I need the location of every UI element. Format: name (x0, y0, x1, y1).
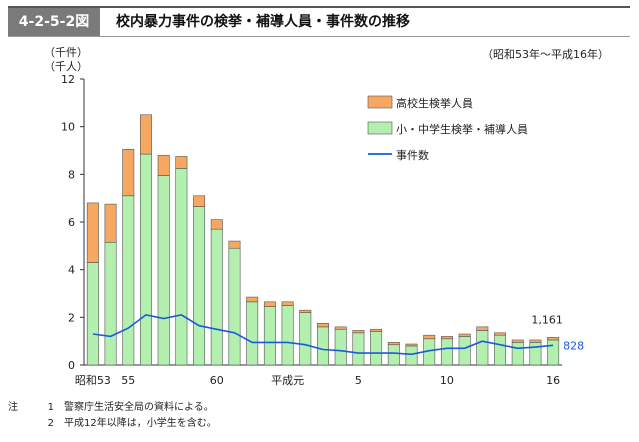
bar-junior-16 (370, 331, 383, 366)
figure-number: 4-2-5-2図 (8, 8, 100, 36)
bar-high-school-14 (334, 326, 347, 330)
bar-high-school-4 (157, 154, 170, 176)
incident-count-line (92, 314, 554, 356)
note-text-2: 平成12年以降は，小学生を含む。 (64, 418, 217, 429)
bar-junior-2 (122, 195, 135, 366)
bar-junior-4 (157, 175, 170, 366)
bar-junior-1 (104, 241, 117, 366)
bar-junior-11 (281, 305, 294, 366)
bar-high-school-15 (352, 330, 365, 334)
bar-high-school-1 (104, 203, 117, 243)
bar-junior-23 (494, 334, 507, 366)
legend-junior-label: 小・中学生検挙・補導人員 (396, 122, 528, 136)
bar-high-school-24 (511, 339, 524, 343)
y-axis-unit-label-1: （千件） (44, 46, 88, 59)
notes: 注 1 警察庁生活安全局の資料による。 2 平成12年以降は，小学生を含む。 (8, 400, 217, 432)
bar-high-school-2 (122, 149, 135, 197)
bar-high-school-3 (139, 114, 152, 155)
bar-high-school-12 (299, 309, 312, 313)
bar-high-school-6 (193, 195, 206, 207)
y-tick-label-2: 2 (68, 311, 75, 324)
bar-junior-24 (511, 342, 524, 366)
legend-high-school-label: 高校生検挙人員 (396, 96, 473, 110)
bar-high-school-7 (210, 219, 223, 230)
x-tick-label-7: 60 (210, 374, 224, 387)
bar-high-school-10 (263, 301, 276, 307)
period-label: （昭和53年～平成16年） (482, 48, 609, 61)
y-tick-label-8: 8 (68, 168, 75, 181)
y-axis-unit-label-2: （千人） (44, 60, 88, 73)
figure-title-bar: 4-2-5-2図 校内暴力事件の検挙・補導人員・事件数の推移 (8, 6, 630, 37)
bar-junior-8 (228, 247, 241, 366)
x-tick-label-0: 昭和53 (75, 374, 111, 387)
bar-junior-20 (440, 338, 453, 366)
bar-junior-15 (352, 332, 365, 366)
bar-junior-13 (317, 326, 329, 366)
bar-junior-9 (246, 301, 259, 366)
bar-high-school-8 (228, 240, 241, 249)
x-tick-label-15: 5 (355, 374, 362, 387)
x-tick-label-2: 55 (121, 374, 135, 387)
note-text-1: 警察庁生活安全局の資料による。 (64, 402, 214, 413)
bar-high-school-21 (458, 333, 471, 337)
bar-high-school-23 (494, 332, 507, 336)
bar-high-school-0 (86, 202, 99, 263)
bar-junior-14 (334, 328, 347, 366)
bar-high-school-5 (175, 156, 188, 169)
figure-title: 校内暴力事件の検挙・補導人員・事件数の推移 (116, 14, 410, 30)
bar-high-school-18 (405, 343, 418, 347)
bar-high-school-26 (547, 337, 560, 341)
note-row-1: 注 1 警察庁生活安全局の資料による。 (8, 400, 217, 416)
bar-high-school-9 (246, 296, 259, 303)
x-tick-label-11: 平成元 (271, 374, 304, 387)
bar-junior-22 (476, 330, 489, 366)
note-number-2: 2 (47, 418, 54, 429)
notes-head: 注 (8, 402, 18, 413)
bar-junior-10 (263, 306, 276, 366)
y-tick-label-4: 4 (68, 264, 75, 277)
legend-incidents-label: 事件数 (396, 149, 429, 162)
chart-area: （千件）（千人） 0 2 4 6 8 10 12 昭和53 55 60 平成元 5 10 16 1,16182… (44, 46, 584, 387)
note-number-1: 1 (47, 402, 54, 413)
bar-junior-0 (86, 262, 99, 366)
x-tick-label-26: 16 (546, 374, 560, 387)
bar-junior-18 (405, 345, 418, 366)
x-tick-label-20: 10 (440, 374, 454, 387)
bar-high-school-19 (423, 334, 436, 340)
y-tick-label-12: 12 (61, 73, 75, 86)
bar-high-school-17 (387, 342, 400, 346)
bar-junior-26 (547, 339, 560, 366)
bar-junior-12 (299, 312, 312, 366)
bar-high-school-25 (529, 339, 542, 343)
bar-junior-5 (175, 168, 188, 366)
annotation-line-last: 828 (563, 339, 584, 352)
note-row-2: 2 平成12年以降は，小学生を含む。 (8, 416, 217, 432)
y-tick-label-6: 6 (68, 216, 75, 229)
bar-junior-21 (458, 336, 471, 366)
legend-high-school-swatch (367, 95, 393, 109)
bar-high-school-11 (281, 301, 294, 306)
bar-high-school-16 (370, 328, 383, 332)
bar-junior-3 (139, 153, 152, 366)
annotation-total-last: 1,161 (531, 313, 563, 326)
bar-high-school-22 (476, 326, 489, 331)
y-tick-label-0: 0 (68, 359, 75, 372)
bar-high-school-13 (317, 322, 329, 328)
bar-junior-6 (193, 206, 206, 366)
bar-junior-25 (529, 342, 542, 366)
bar-junior-7 (210, 228, 223, 366)
bar-high-school-20 (440, 336, 453, 340)
bar-junior-17 (387, 344, 400, 366)
y-tick-label-10: 10 (61, 121, 75, 134)
legend-junior-swatch (367, 121, 393, 135)
